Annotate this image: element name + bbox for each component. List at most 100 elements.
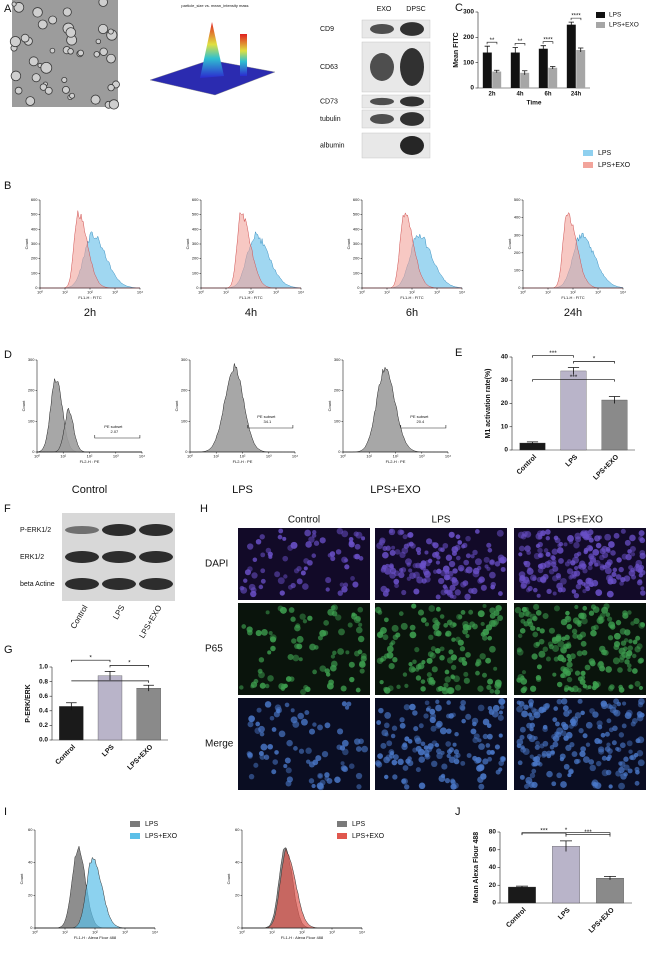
blot-band <box>370 113 394 125</box>
cell <box>431 679 436 685</box>
cell <box>439 614 445 619</box>
x-axis-label: FL1-H : FITC <box>561 295 584 300</box>
particle <box>77 49 84 57</box>
cell <box>605 547 611 552</box>
cell <box>437 685 444 692</box>
x-tick-label: LPS+EXO <box>126 743 154 771</box>
y-tick-label: 0.2 <box>39 722 48 729</box>
cell <box>335 614 342 621</box>
cell <box>482 672 487 678</box>
cell <box>565 610 570 616</box>
blot-band <box>139 551 173 563</box>
cell <box>353 554 358 559</box>
cell <box>450 664 457 671</box>
cell <box>482 718 490 726</box>
cell <box>489 645 496 653</box>
cell <box>313 540 320 546</box>
significance-label: ** <box>490 38 495 44</box>
cell <box>580 746 586 752</box>
cell <box>239 585 245 591</box>
bar <box>59 706 84 741</box>
cell <box>285 767 292 774</box>
cell <box>394 549 401 555</box>
cell <box>577 579 583 585</box>
cell <box>268 630 273 636</box>
cell <box>412 659 417 664</box>
y-tick-label: 100 <box>334 418 341 423</box>
cell <box>618 761 623 766</box>
blot-row: ERK1/2 <box>20 554 44 561</box>
particle <box>61 76 68 83</box>
cell <box>618 782 625 790</box>
cell <box>573 592 580 599</box>
cell <box>402 534 408 540</box>
cell <box>577 698 583 704</box>
cell <box>346 701 352 707</box>
y-tick-label: 1.0 <box>39 664 48 671</box>
cell <box>580 529 587 536</box>
cell <box>531 768 537 774</box>
x-tick-label: 10¹ <box>545 290 551 295</box>
cell <box>309 728 316 735</box>
cell <box>543 548 549 553</box>
cell <box>556 547 564 554</box>
cell <box>566 623 573 630</box>
cell <box>273 711 280 718</box>
cell <box>528 698 534 705</box>
cell <box>533 711 541 719</box>
x-tick-label: 10⁴ <box>298 290 304 295</box>
cell <box>529 754 534 759</box>
cell <box>265 547 272 554</box>
cell <box>533 603 540 610</box>
cell <box>571 685 579 693</box>
cell <box>263 754 270 760</box>
particle <box>11 1 17 7</box>
cell <box>606 616 613 622</box>
cell <box>516 677 523 684</box>
cell <box>556 582 564 590</box>
cell <box>638 535 644 542</box>
blot-band <box>102 578 136 590</box>
cell <box>477 776 484 783</box>
cell <box>358 622 363 627</box>
bar <box>560 370 587 451</box>
cell <box>436 720 443 728</box>
cell <box>344 558 349 563</box>
cell <box>567 657 573 663</box>
cell <box>448 560 456 568</box>
cell <box>243 578 248 583</box>
cell <box>298 657 303 662</box>
cell <box>409 624 416 631</box>
x-tick-label: 10⁴ <box>152 930 158 935</box>
bar <box>552 846 580 904</box>
cell <box>287 653 294 661</box>
particle <box>48 15 58 25</box>
cell <box>576 650 583 657</box>
cell <box>498 591 503 596</box>
cell <box>634 766 640 772</box>
y-tick-label: 0 <box>518 285 521 290</box>
cell <box>383 686 388 692</box>
cell <box>241 624 247 629</box>
cell <box>375 760 381 767</box>
cell <box>433 569 438 574</box>
cell <box>429 716 436 724</box>
cell <box>440 750 445 755</box>
error-bar <box>540 45 546 52</box>
cell <box>580 617 588 625</box>
significance-bracket <box>532 355 574 358</box>
cell <box>319 665 327 672</box>
cell <box>435 699 440 704</box>
blot-band <box>102 551 136 563</box>
cell <box>258 671 265 679</box>
particle <box>49 47 56 54</box>
cell <box>255 721 261 727</box>
cell <box>444 669 450 675</box>
cell <box>622 610 628 616</box>
cell <box>324 722 331 729</box>
micrograph <box>375 528 507 600</box>
cell <box>638 657 645 664</box>
cell <box>522 748 530 756</box>
particle <box>98 0 108 7</box>
cell <box>284 702 290 708</box>
